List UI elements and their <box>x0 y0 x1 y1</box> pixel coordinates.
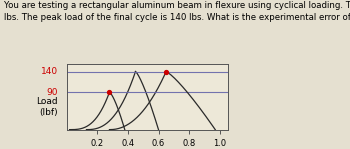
Text: Load
(lbf): Load (lbf) <box>36 97 58 117</box>
Text: 90: 90 <box>47 88 58 97</box>
Text: You are testing a rectangular aluminum beam in flexure using cyclical loading. T: You are testing a rectangular aluminum b… <box>4 1 350 22</box>
Text: 140: 140 <box>41 67 58 76</box>
